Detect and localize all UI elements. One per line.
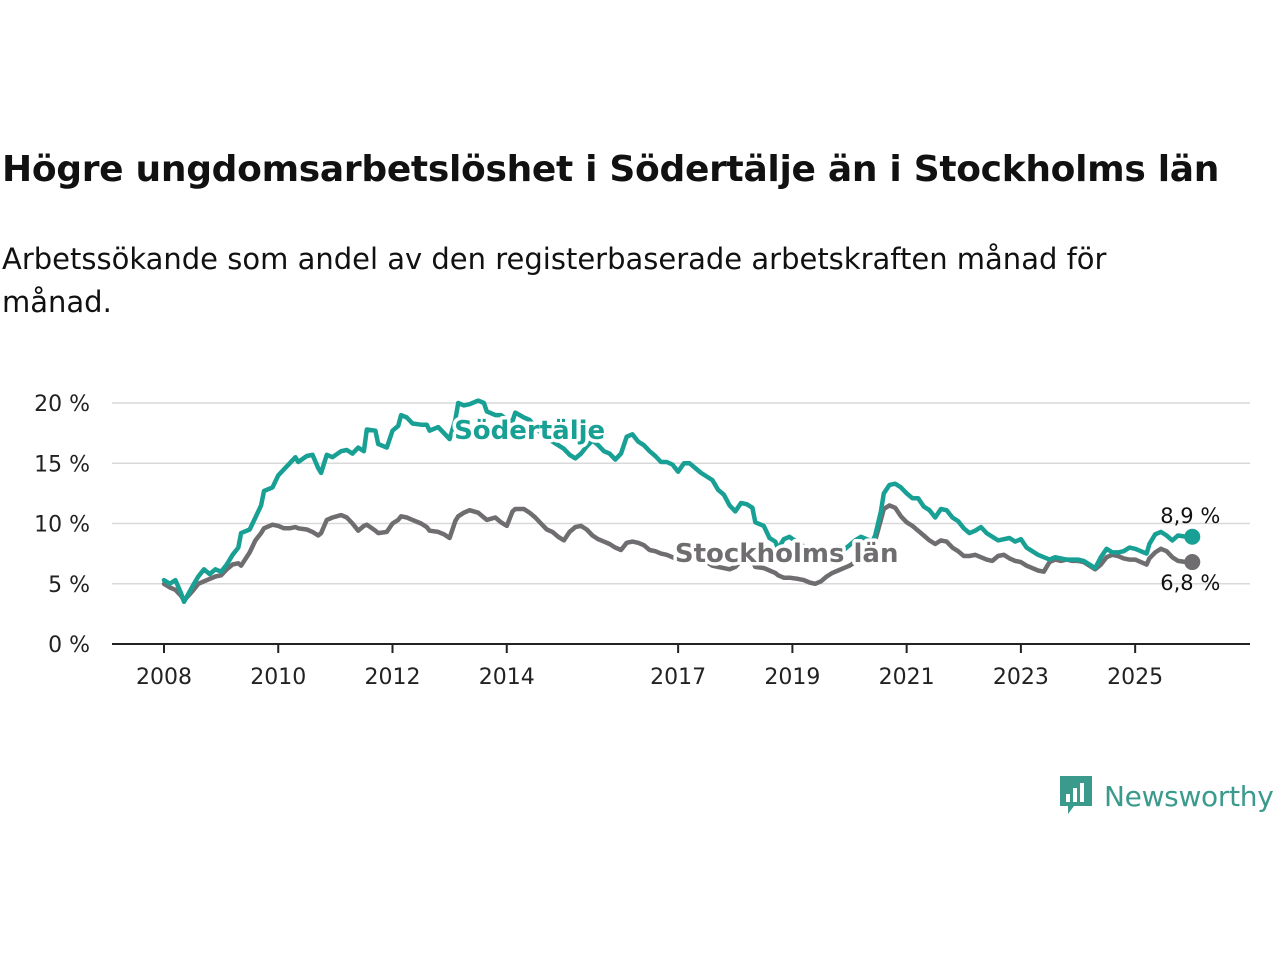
newsworthy-logo: Newsworthy	[1058, 774, 1274, 818]
x-tick-label: 2021	[879, 665, 935, 690]
y-axis: 0 % 5 % 10 % 15 % 20 %	[34, 392, 90, 658]
series-line-sodertalje	[161, 398, 1195, 605]
series-end-point-sodertalje	[1184, 528, 1201, 545]
series-lines	[161, 398, 1201, 605]
y-tick-label: 15 %	[34, 452, 90, 477]
series-line-stockholms-lan	[161, 503, 1195, 603]
chart-title: Högre ungdomsarbetslöshet i Södertälje ä…	[2, 149, 1220, 190]
y-tick-label: 0 %	[48, 633, 90, 658]
x-tick-label: 2008	[136, 665, 192, 690]
x-tick-label: 2019	[764, 665, 820, 690]
end-value-label-sodertalje: 8,9 %	[1160, 504, 1220, 528]
y-tick-label: 5 %	[48, 573, 90, 598]
series-end-point-stockholms-lan	[1184, 554, 1201, 571]
end-value-label-stockholms-lan: 6,8 %	[1160, 571, 1220, 595]
series-name-label-sodertalje: Södertälje	[454, 416, 605, 446]
y-tick-label: 10 %	[34, 513, 90, 538]
newsworthy-logo-text: Newsworthy	[1104, 779, 1274, 813]
x-axis: 2008 2010 2012 2014 2017 2019 2021 2023 2025	[112, 643, 1250, 690]
x-tick-label: 2023	[993, 665, 1049, 690]
chart-subtitle: Arbetssökande som andel av den registerb…	[2, 242, 1107, 319]
x-tick-label: 2025	[1107, 665, 1163, 690]
x-tick-label: 2012	[365, 665, 421, 690]
x-tick-label: 2010	[250, 665, 306, 690]
gridlines	[112, 402, 1250, 585]
series-name-label-stockholms-lan: Stockholms län	[675, 539, 899, 569]
series-name-halo-stockholms-lan: Stockholms län	[675, 539, 899, 569]
series-labels: 8,9 %6,8 %SödertäljeSödertäljeStockholms…	[451, 413, 1221, 595]
x-tick-label: 2014	[479, 665, 535, 690]
series-name-halo-sodertalje: Södertälje	[454, 416, 605, 446]
y-tick-label: 20 %	[34, 392, 90, 417]
x-tick-label: 2017	[650, 665, 706, 690]
newsworthy-logo-icon	[1060, 776, 1092, 814]
